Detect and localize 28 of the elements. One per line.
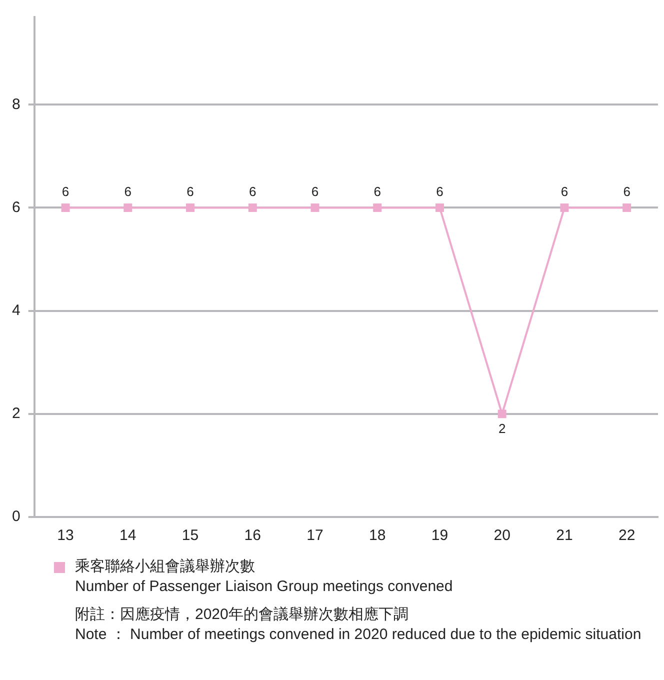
x-tick-label: 19 [431,527,448,544]
y-tick-label: 6 [12,198,20,216]
text: Note ： Number of meetings convened in 2020 reduced due to the epidemic situation [75,625,642,644]
y-tick-label: 8 [12,96,20,113]
x-tick-label: 16 [244,527,261,544]
data-label: 6 [374,184,381,199]
x-tick-label: 17 [306,527,324,544]
x-tick-label: 21 [556,527,573,544]
y-tick-label: 2 [12,405,20,422]
x-tick-label: 13 [57,527,74,544]
data-label: 6 [124,184,132,199]
data-label: 6 [560,184,568,199]
data-label: 6 [186,184,194,199]
x-tick-label: 14 [120,527,136,544]
x-tick-label: 22 [618,527,636,544]
text: 附註：因應疫情，2020年的會議舉辦次數相應下調 [75,605,410,624]
data-label: 6 [62,184,70,199]
legend-label: 乘客聯絡小組會議舉辦次數 Number of Passenger Liaison Group meetings convened [75,557,453,597]
y-tick-label: 0 [12,508,20,526]
x-tick-label: 18 [369,527,386,544]
data-label: 2 [498,420,506,436]
data-label: 6 [623,184,630,199]
data-label: 6 [249,184,256,199]
x-tick-label: 15 [182,527,199,544]
y-tick-label: 4 [12,302,20,319]
x-tick-label: 20 [494,527,510,544]
data-label: 6 [311,184,319,199]
data-label: 6 [436,184,444,199]
